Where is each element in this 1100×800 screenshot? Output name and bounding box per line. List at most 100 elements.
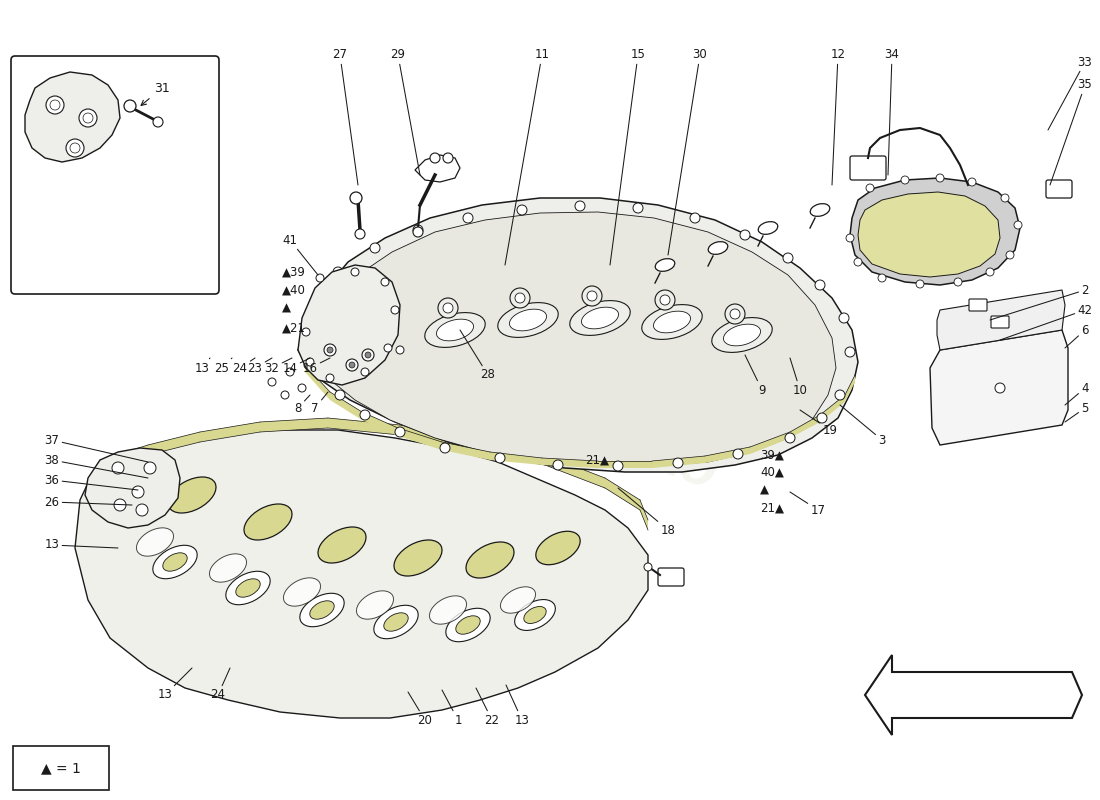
Polygon shape — [200, 422, 260, 442]
Polygon shape — [362, 412, 398, 436]
Text: 6: 6 — [1065, 323, 1089, 348]
Text: 21▲: 21▲ — [585, 454, 609, 466]
Circle shape — [613, 461, 623, 471]
Circle shape — [575, 201, 585, 211]
Polygon shape — [858, 192, 1000, 277]
Circle shape — [350, 192, 362, 204]
Text: 14: 14 — [283, 358, 310, 374]
Circle shape — [381, 278, 389, 286]
Polygon shape — [930, 330, 1068, 445]
FancyBboxPatch shape — [850, 156, 886, 180]
Text: 4: 4 — [1065, 382, 1089, 405]
Ellipse shape — [811, 204, 829, 216]
Circle shape — [395, 427, 405, 437]
Ellipse shape — [356, 591, 394, 619]
Polygon shape — [298, 198, 858, 472]
Circle shape — [817, 413, 827, 423]
Circle shape — [306, 358, 313, 366]
Polygon shape — [705, 447, 750, 463]
Polygon shape — [85, 448, 180, 528]
Polygon shape — [400, 425, 472, 448]
Circle shape — [553, 460, 563, 470]
Circle shape — [144, 462, 156, 474]
FancyBboxPatch shape — [1046, 180, 1072, 198]
Text: 10: 10 — [790, 358, 807, 397]
Polygon shape — [330, 392, 362, 420]
Circle shape — [443, 303, 453, 313]
Text: 26: 26 — [44, 495, 132, 509]
FancyBboxPatch shape — [13, 746, 109, 790]
Polygon shape — [148, 432, 200, 455]
Text: 33: 33 — [1048, 55, 1092, 130]
FancyBboxPatch shape — [991, 316, 1009, 328]
Ellipse shape — [446, 608, 491, 642]
Text: 28: 28 — [460, 330, 495, 382]
Text: 22: 22 — [476, 688, 499, 726]
Ellipse shape — [153, 546, 197, 578]
Ellipse shape — [653, 311, 691, 333]
Text: 15: 15 — [610, 49, 646, 265]
Circle shape — [338, 348, 346, 356]
Circle shape — [82, 113, 94, 123]
Text: 29: 29 — [390, 49, 420, 175]
Polygon shape — [328, 418, 400, 435]
Circle shape — [783, 253, 793, 263]
Circle shape — [70, 143, 80, 153]
Text: ▲: ▲ — [282, 302, 292, 314]
Polygon shape — [937, 290, 1065, 350]
Ellipse shape — [244, 504, 292, 540]
Polygon shape — [605, 478, 640, 510]
Circle shape — [901, 176, 909, 184]
Circle shape — [515, 293, 525, 303]
Text: 13: 13 — [506, 685, 529, 726]
Circle shape — [936, 174, 944, 182]
Circle shape — [412, 225, 424, 235]
Text: ▲39: ▲39 — [282, 266, 306, 278]
Ellipse shape — [310, 601, 334, 619]
Circle shape — [346, 359, 358, 371]
Polygon shape — [305, 365, 330, 400]
Text: 27: 27 — [332, 49, 358, 185]
Circle shape — [79, 109, 97, 127]
Circle shape — [333, 267, 343, 277]
Polygon shape — [25, 72, 120, 162]
Ellipse shape — [429, 596, 466, 624]
Circle shape — [510, 288, 530, 308]
Ellipse shape — [724, 324, 760, 346]
Circle shape — [517, 205, 527, 215]
Circle shape — [654, 290, 675, 310]
Circle shape — [384, 344, 392, 352]
FancyBboxPatch shape — [658, 568, 684, 586]
Text: 21▲: 21▲ — [760, 502, 784, 514]
Circle shape — [153, 117, 163, 127]
Ellipse shape — [136, 528, 174, 556]
Circle shape — [785, 433, 795, 443]
Polygon shape — [100, 445, 148, 470]
Polygon shape — [544, 455, 605, 488]
Text: 8: 8 — [295, 395, 310, 414]
Circle shape — [50, 100, 60, 110]
Polygon shape — [260, 418, 328, 432]
Ellipse shape — [318, 527, 366, 563]
Text: 41: 41 — [283, 234, 318, 275]
Polygon shape — [820, 395, 845, 422]
Ellipse shape — [284, 578, 320, 606]
Circle shape — [360, 410, 370, 420]
Circle shape — [46, 96, 64, 114]
Polygon shape — [652, 456, 705, 468]
Text: 31: 31 — [141, 82, 169, 106]
Ellipse shape — [235, 579, 261, 597]
Circle shape — [327, 347, 333, 353]
Text: 24: 24 — [232, 358, 255, 374]
Circle shape — [132, 486, 144, 498]
Ellipse shape — [163, 553, 187, 571]
Ellipse shape — [656, 258, 674, 271]
Text: 3: 3 — [840, 405, 886, 446]
Circle shape — [725, 304, 745, 324]
Text: 38: 38 — [45, 454, 148, 478]
Text: 18: 18 — [618, 488, 675, 537]
Circle shape — [355, 229, 365, 239]
Ellipse shape — [708, 242, 728, 254]
Ellipse shape — [500, 587, 536, 613]
Ellipse shape — [394, 540, 442, 576]
